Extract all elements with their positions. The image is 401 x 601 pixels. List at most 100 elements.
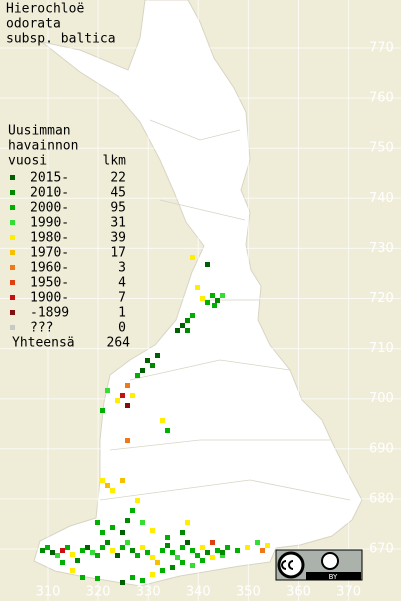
occurrence-square	[95, 553, 100, 558]
legend-count: 31	[110, 216, 126, 231]
occurrences	[40, 255, 270, 585]
occurrence-square	[175, 555, 180, 560]
occurrence-square	[140, 520, 145, 525]
occurrence-square	[115, 398, 120, 403]
title-line: odorata	[6, 17, 61, 32]
occurrence-square	[150, 572, 155, 577]
easting-label: 350	[236, 585, 261, 600]
legend-swatch	[10, 220, 15, 225]
legend-swatch	[10, 280, 15, 285]
occurrence-square	[225, 545, 230, 550]
legend-count: 1	[118, 306, 126, 321]
legend-count: 95	[110, 201, 126, 216]
occurrence-square	[210, 555, 215, 560]
occurrence-square	[210, 293, 215, 298]
occurrence-square	[115, 553, 120, 558]
occurrence-square	[60, 548, 65, 553]
legend-header: havainnon	[8, 139, 78, 154]
occurrence-square	[180, 323, 185, 328]
occurrence-square	[260, 548, 265, 553]
occurrence-square	[110, 488, 115, 493]
legend-count: 7	[118, 291, 126, 306]
occurrence-square	[65, 545, 70, 550]
occurrence-square	[190, 255, 195, 260]
occurrence-square	[130, 393, 135, 398]
northing-label: 730	[369, 241, 394, 256]
occurrence-square	[80, 548, 85, 553]
occurrence-square	[180, 545, 185, 550]
title: Hierochloë odorata subsp. baltica	[6, 2, 116, 47]
legend-swatch	[10, 175, 15, 180]
occurrence-square	[215, 298, 220, 303]
occurrence-square	[205, 550, 210, 555]
legend-count: 3	[118, 261, 126, 276]
legend-heading: lkm	[103, 154, 127, 169]
northing-label: 750	[369, 141, 394, 156]
occurrence-square	[180, 530, 185, 535]
legend-heading: vuosi	[8, 154, 47, 169]
occurrence-square	[135, 498, 140, 503]
occurrence-square	[105, 483, 110, 488]
occurrence-square	[130, 508, 135, 513]
occurrence-square	[220, 553, 225, 558]
occurrence-square	[140, 578, 145, 583]
legend-label: 1990-	[30, 216, 69, 231]
occurrence-square	[200, 558, 205, 563]
occurrence-square	[95, 520, 100, 525]
occurrence-square	[140, 545, 145, 550]
license-label: BY	[329, 573, 338, 581]
occurrence-square	[190, 313, 195, 318]
occurrence-square	[100, 530, 105, 535]
legend-label: 1950-	[30, 276, 69, 291]
legend-swatch	[10, 235, 15, 240]
title-line: subsp. baltica	[6, 32, 116, 47]
occurrence-square	[205, 300, 210, 305]
legend-swatch	[10, 250, 15, 255]
legend-swatch	[10, 265, 15, 270]
legend-label: 1970-	[30, 246, 69, 261]
occurrence-square	[110, 525, 115, 530]
occurrence-square	[120, 580, 125, 585]
occurrence-square	[130, 575, 135, 580]
occurrence-square	[200, 296, 205, 301]
occurrence-square	[130, 548, 135, 553]
legend-label: ???	[30, 321, 53, 336]
legend-label: 1980-	[30, 231, 69, 246]
northing-label: 680	[369, 491, 394, 506]
legend-label: 2010-	[30, 186, 69, 201]
region-borders	[99, 119, 351, 501]
occurrence-square	[70, 568, 75, 573]
occurrence-square	[195, 553, 200, 558]
easting-label: 360	[286, 585, 311, 600]
occurrence-square	[200, 545, 205, 550]
occurrence-square	[212, 303, 217, 308]
legend-swatch	[10, 310, 15, 315]
occurrence-square	[220, 293, 225, 298]
legend: Uusimman havainnon vuosi lkm Yhteensä 26…	[8, 124, 130, 351]
legend-label: 2015-	[30, 171, 69, 186]
occurrence-square	[265, 543, 270, 548]
occurrence-square	[210, 540, 215, 545]
occurrence-square	[80, 575, 85, 580]
legend-swatch	[10, 190, 15, 195]
northing-label: 690	[369, 441, 394, 456]
occurrence-square	[55, 553, 60, 558]
occurrence-square	[140, 368, 145, 373]
occurrence-square	[120, 478, 125, 483]
occurrence-square	[100, 545, 105, 550]
occurrence-square	[185, 328, 190, 333]
easting-label: 310	[36, 585, 61, 600]
northing-label: 670	[369, 542, 394, 557]
northing-label: 700	[369, 391, 394, 406]
occurrence-square	[45, 545, 50, 550]
occurrence-square	[185, 520, 190, 525]
occurrence-square	[125, 540, 130, 545]
easting-label: 330	[136, 585, 161, 600]
occurrence-square	[205, 262, 210, 267]
occurrence-square	[220, 550, 225, 555]
occurrence-square	[160, 418, 165, 423]
occurrence-square	[120, 393, 125, 398]
occurrence-square	[215, 548, 220, 553]
